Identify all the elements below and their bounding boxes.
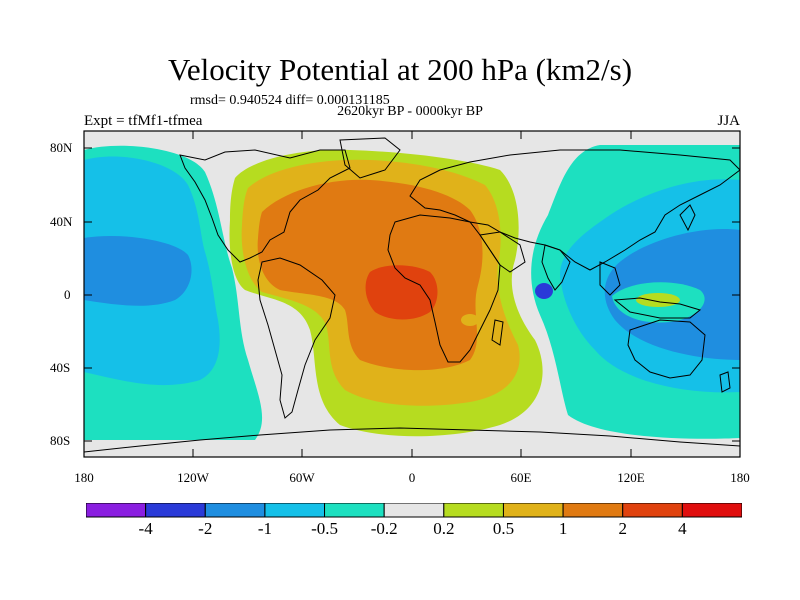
lon-tick-180e: 180: [730, 470, 750, 485]
lat-tick-0: 0: [64, 287, 71, 302]
colorbar-label: -2: [198, 519, 213, 538]
positive-region-local: [461, 314, 479, 326]
season-label: JJA: [717, 113, 740, 129]
colorbar-swatch: [324, 503, 385, 518]
colorbar-label: -4: [138, 519, 153, 538]
colorbar-swatch: [204, 503, 266, 518]
lat-tick-40s: 40S: [50, 360, 71, 375]
colorbar-label: 4: [678, 519, 687, 538]
colorbar-label: -0.5: [311, 519, 338, 538]
lon-tick-60e: 60E: [510, 470, 532, 485]
lon-tick-60w: 60W: [289, 470, 315, 485]
experiment-label: Expt = tfMf1-tfmea: [84, 113, 203, 129]
stats-label: rmsd= 0.940524 diff= 0.000131185: [190, 93, 390, 108]
colorbar-swatch: [383, 503, 445, 518]
colorbar: [86, 503, 742, 518]
lon-tick-0: 0: [408, 470, 416, 485]
colorbar-label: -0.2: [370, 519, 398, 538]
colorbar-label: 1: [558, 519, 568, 538]
lat-tick-80n: 80N: [50, 140, 73, 155]
positive-region-maximum: [365, 265, 438, 320]
colorbar-swatch: [443, 503, 504, 518]
lon-tick-120w: 120W: [177, 470, 209, 485]
colorbar-label: 0.2: [433, 519, 455, 538]
lat-tick-40n: 40N: [50, 214, 73, 229]
colorbar-label: -1: [257, 519, 272, 538]
positive-region-maritime: [636, 293, 680, 307]
colorbar-swatch: [562, 503, 624, 518]
negative-region-minimum: [535, 283, 553, 299]
colorbar-swatch: [145, 503, 206, 518]
colorbar-swatch: [622, 503, 683, 518]
coastlines: [84, 137, 740, 453]
negative-region-pacific-west-core: [84, 235, 192, 306]
colorbar-label: 2: [618, 519, 627, 538]
lat-tick-80s: 80S: [50, 433, 71, 448]
axis-ticks: [84, 131, 740, 457]
colorbar-swatch: [264, 503, 326, 518]
colorbar-label: 0.5: [492, 519, 515, 538]
colorbar-swatch: [681, 503, 742, 518]
colorbar-swatch: [86, 503, 147, 518]
period-subtitle: 2620kyr BP - 0000kyr BP: [337, 104, 483, 119]
colorbar-swatch: [502, 503, 564, 518]
lon-tick-120e: 120E: [617, 470, 645, 485]
map-title: Velocity Potential at 200 hPa (km2/s): [167, 52, 633, 87]
lon-tick-180w: 180: [74, 470, 94, 485]
